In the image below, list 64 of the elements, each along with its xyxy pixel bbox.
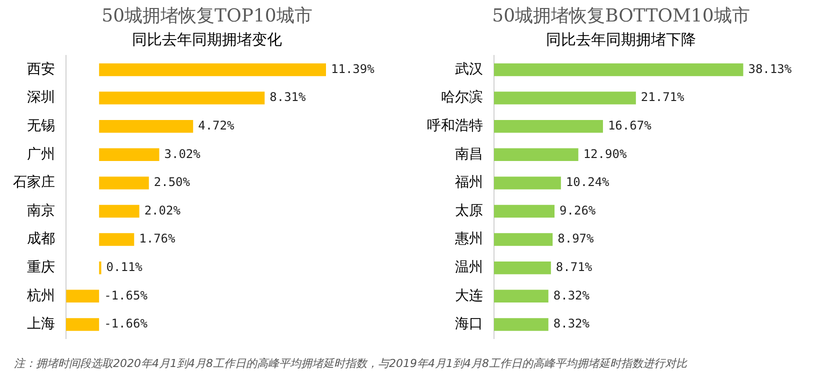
y-tick-label: 无锡 bbox=[27, 118, 55, 134]
data-label: 2.50% bbox=[154, 175, 191, 190]
bar bbox=[99, 233, 134, 246]
data-label: 38.13% bbox=[748, 62, 792, 76]
bar bbox=[99, 204, 140, 218]
y-tick-label: 上海 bbox=[27, 316, 55, 332]
y-tick-label: 深圳 bbox=[27, 90, 55, 106]
bar bbox=[99, 176, 149, 190]
bar bbox=[494, 204, 555, 218]
data-label: 11.39% bbox=[331, 62, 376, 76]
y-tick-label: 重庆 bbox=[27, 259, 55, 276]
data-label: 21.71% bbox=[640, 90, 686, 104]
data-label: -1.66% bbox=[104, 316, 148, 331]
y-tick-label: 福州 bbox=[455, 174, 483, 191]
y-tick-label: 广州 bbox=[27, 146, 55, 162]
data-label: -1.65% bbox=[104, 288, 148, 302]
bar bbox=[494, 233, 553, 246]
data-label: 8.32% bbox=[553, 288, 590, 302]
bar bbox=[99, 92, 265, 104]
data-label: 16.67% bbox=[608, 118, 652, 132]
data-label: 10.24% bbox=[566, 175, 610, 190]
bar bbox=[99, 63, 326, 76]
y-tick-label: 石家庄 bbox=[13, 174, 55, 191]
y-tick-label: 哈尔滨 bbox=[441, 90, 483, 106]
y-tick-label: 海口 bbox=[455, 316, 483, 332]
bar bbox=[494, 148, 578, 162]
y-tick-label: 温州 bbox=[455, 259, 483, 276]
bar bbox=[494, 261, 551, 274]
data-label: 1.76% bbox=[139, 232, 176, 246]
data-label: 8.32% bbox=[553, 316, 590, 331]
data-label: 8.71% bbox=[556, 260, 593, 274]
chart-subtitle: 同比去年同期拥堵变化 bbox=[132, 30, 282, 48]
y-tick-label: 武汉 bbox=[455, 61, 483, 78]
data-label: 3.02% bbox=[164, 146, 202, 161]
bar bbox=[494, 92, 636, 104]
bar bbox=[99, 120, 194, 133]
data-label: 4.72% bbox=[198, 118, 236, 132]
y-tick-label: 南京 bbox=[27, 202, 55, 219]
text: 注：拥堵时间段选取2020年4月1到4月8工作日的高峰平均拥堵延时指数，与2019年4月1到4月8工作日的高峰平均拥堵延时指数进行对比 bbox=[14, 356, 688, 371]
bar bbox=[66, 318, 100, 331]
bar bbox=[494, 63, 744, 76]
data-label: 12.90% bbox=[583, 146, 628, 161]
y-tick-label: 太原 bbox=[455, 202, 483, 219]
y-tick-label: 南昌 bbox=[455, 146, 483, 162]
data-label: 8.31% bbox=[270, 90, 307, 104]
bar bbox=[494, 318, 548, 331]
y-tick-label: 西安 bbox=[27, 61, 55, 78]
chart-title: 50城拥堵恢复TOP10城市 bbox=[102, 5, 312, 26]
bar bbox=[66, 290, 100, 303]
data-label: 8.97% bbox=[558, 232, 595, 246]
data-label: 9.26% bbox=[560, 203, 596, 218]
chart-subtitle: 同比去年同期拥堵下降 bbox=[546, 30, 696, 48]
y-tick-label: 大连 bbox=[455, 288, 483, 304]
y-tick-label: 杭州 bbox=[26, 288, 55, 304]
y-tick-label: 成都 bbox=[27, 231, 55, 248]
y-tick-label: 呼和浩特 bbox=[427, 118, 483, 134]
bar bbox=[99, 148, 160, 162]
bar bbox=[494, 176, 561, 190]
bar bbox=[494, 120, 603, 133]
data-label: 2.02% bbox=[144, 203, 182, 218]
data-label: 0.11% bbox=[106, 260, 144, 274]
chart-title: 50城拥堵恢复BOTTOM10城市 bbox=[492, 5, 750, 26]
y-tick-label: 惠州 bbox=[454, 231, 483, 248]
bar bbox=[494, 290, 548, 303]
